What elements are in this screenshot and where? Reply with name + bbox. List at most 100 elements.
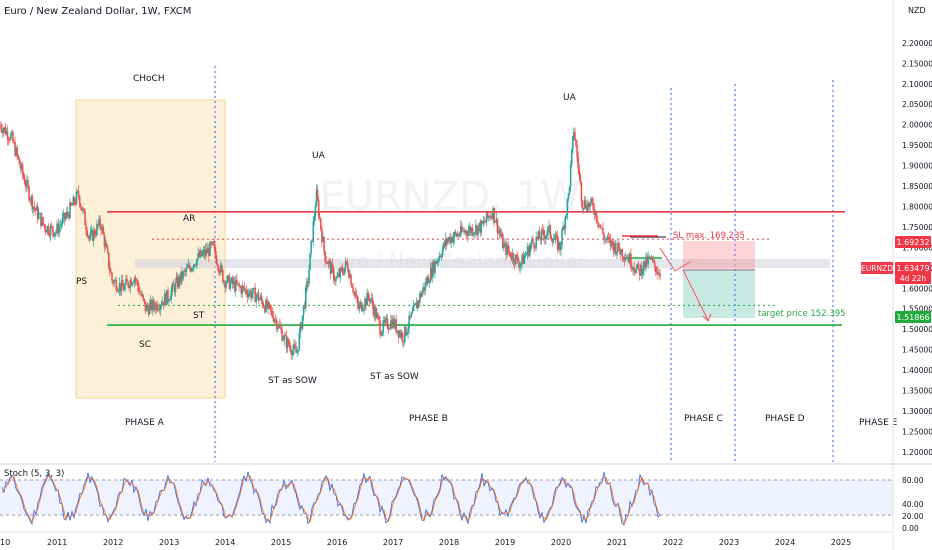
price-body	[7, 139, 10, 141]
price-body	[659, 273, 661, 278]
price-body	[510, 256, 513, 260]
price-body	[77, 191, 80, 197]
price-body	[168, 300, 170, 302]
price-body	[15, 147, 17, 156]
price-body	[370, 298, 373, 300]
price-body	[316, 189, 319, 201]
price-body	[212, 241, 214, 245]
price-body	[522, 254, 525, 264]
price-body	[159, 305, 162, 310]
price-body	[240, 286, 242, 294]
price-body	[582, 208, 585, 210]
price-body	[531, 239, 533, 244]
price-body	[485, 212, 488, 222]
price-body	[274, 319, 277, 321]
annotation-sc: SC	[139, 340, 151, 350]
price-body	[502, 234, 504, 249]
price-body	[287, 338, 290, 346]
price-body	[303, 305, 306, 308]
price-body	[655, 272, 658, 273]
price-body	[120, 280, 123, 292]
price-body	[199, 250, 202, 258]
annotation-ps: PS	[76, 277, 87, 287]
price-body	[36, 206, 39, 219]
price-body	[390, 320, 392, 329]
price-body	[278, 324, 280, 329]
price-body	[597, 222, 600, 227]
price-series[interactable]	[0, 121, 661, 361]
price-body	[144, 301, 147, 312]
price-body	[286, 338, 289, 349]
price-body	[293, 344, 295, 350]
price-body	[45, 230, 48, 233]
price-body	[623, 258, 626, 261]
price-body	[331, 263, 334, 268]
target-zone[interactable]	[683, 270, 755, 318]
stop-loss-zone[interactable]	[683, 241, 755, 270]
price-body	[541, 229, 544, 231]
price-body	[552, 239, 555, 243]
price-body	[377, 313, 379, 317]
price-body	[506, 245, 508, 255]
price-body	[587, 202, 589, 211]
price-body	[104, 243, 107, 247]
price-body	[353, 292, 356, 293]
price-body	[37, 213, 40, 219]
price-body	[618, 242, 620, 251]
price-body	[30, 196, 33, 201]
price-tick-label: 2.20000	[902, 39, 932, 48]
price-body	[229, 282, 232, 289]
price-axis[interactable]: 2.20000 2.15000 2.10000 2.05000 2.00000 1.950…	[902, 39, 932, 457]
price-body	[520, 263, 522, 266]
price-body	[169, 299, 171, 301]
price-body	[186, 267, 189, 269]
price-body	[301, 315, 304, 329]
price-body	[396, 330, 399, 333]
price-body	[118, 283, 121, 291]
price-body	[512, 253, 515, 262]
price-body	[85, 224, 87, 231]
price-body	[153, 300, 155, 307]
price-body	[201, 252, 204, 256]
price-body	[392, 318, 394, 328]
price-body	[261, 300, 264, 307]
price-body	[47, 226, 50, 234]
price-body	[341, 268, 344, 273]
price-body	[379, 320, 381, 335]
price-body	[187, 264, 190, 268]
price-body	[458, 234, 461, 236]
price-body	[260, 296, 263, 301]
price-body	[4, 127, 7, 135]
price-body	[342, 272, 345, 275]
price-body	[437, 260, 440, 261]
price-tick-label: 2.05000	[902, 100, 932, 109]
price-body	[439, 256, 442, 257]
price-body	[204, 248, 207, 256]
price-body	[535, 237, 537, 248]
price-body	[420, 293, 422, 297]
price-body	[231, 277, 234, 285]
price-body	[378, 316, 380, 321]
price-body	[25, 184, 27, 188]
time-axis[interactable]: 10 2011 2012 2013 2014 2015 2016 2017 2018 2019 20…	[0, 538, 851, 547]
price-body	[224, 281, 226, 288]
price-body	[539, 238, 542, 241]
price-body	[348, 270, 350, 278]
projection-arrow-up	[659, 247, 691, 272]
price-body	[523, 256, 526, 264]
stochastic-series[interactable]	[1, 471, 661, 526]
price-body	[283, 335, 286, 340]
price-tick-label: 1.60000	[902, 284, 932, 293]
price-body	[129, 279, 132, 288]
price-body	[213, 244, 216, 247]
price-body	[477, 226, 479, 235]
time-tick-label: 2025	[831, 538, 851, 547]
price-body	[509, 252, 512, 257]
price-body	[72, 197, 75, 206]
price-body	[405, 326, 407, 336]
price-body	[545, 236, 547, 240]
price-tick-label: 1.95000	[902, 141, 932, 150]
price-tick-label: 2.10000	[902, 80, 932, 89]
price-body	[321, 229, 323, 243]
